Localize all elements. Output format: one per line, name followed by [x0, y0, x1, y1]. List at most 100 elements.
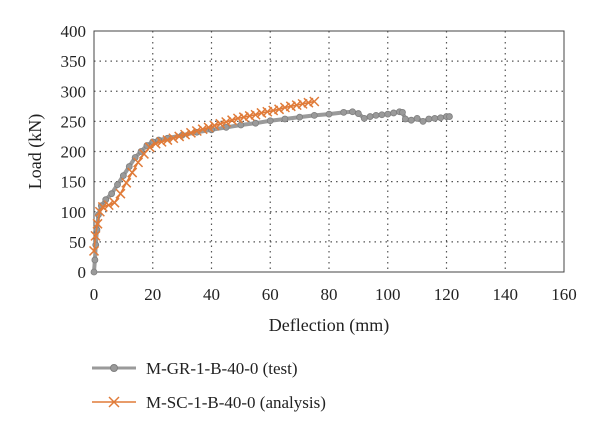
data-point-test-22: [252, 119, 259, 127]
data-point-analysis-35: [279, 102, 290, 113]
data-point-test-26: [310, 111, 318, 119]
grid: [94, 31, 564, 272]
x-marker-stroke: [88, 245, 100, 256]
x-marker-stroke: [268, 105, 279, 116]
data-point-analysis-10: [133, 157, 144, 168]
data-point-analysis-6: [109, 197, 120, 208]
x-marker-stroke: [238, 112, 249, 123]
data-point-test-39: [401, 115, 409, 123]
data-point-analysis-5: [103, 200, 114, 211]
data-point-analysis-15: [162, 135, 173, 146]
x-tick-label-60: 60: [262, 285, 279, 304]
x-marker-stroke: [274, 104, 285, 115]
x-marker-stroke: [197, 124, 208, 135]
data-point-test-29: [349, 108, 356, 116]
data-point-test-1: [91, 256, 99, 264]
data-point-analysis-4: [97, 201, 108, 212]
data-point-test-24: [281, 115, 289, 123]
data-point-analysis-26: [227, 115, 238, 126]
data-point-analysis-16: [168, 133, 179, 144]
data-point-analysis-31: [256, 107, 267, 118]
x-marker-stroke: [180, 129, 191, 140]
data-point-analysis-19: [185, 127, 196, 138]
data-point-test-28: [340, 108, 348, 116]
x-tick-label-0: 0: [90, 285, 99, 304]
y-tick-label-50: 50: [69, 233, 86, 252]
y-tick-label-350: 350: [61, 52, 87, 71]
data-point-test-25: [296, 113, 304, 121]
x-marker-stroke: [133, 157, 144, 168]
data-point-analysis-38: [297, 98, 308, 109]
data-point-test-23: [266, 117, 274, 125]
data-point-analysis-8: [121, 177, 132, 188]
x-marker-stroke: [262, 106, 273, 117]
x-marker-stroke: [209, 120, 220, 131]
data-point-test-44: [431, 114, 439, 122]
data-point-analysis-3: [94, 206, 105, 217]
x-marker-stroke: [232, 113, 243, 124]
x-marker-stroke: [150, 138, 161, 149]
x-marker-stroke: [303, 97, 314, 108]
x-marker-stroke: [256, 107, 267, 118]
x-marker-stroke: [297, 98, 308, 109]
x-marker-stroke: [121, 177, 132, 188]
x-marker-stroke: [156, 136, 167, 147]
x-marker-stroke: [221, 116, 232, 128]
plot-area-frame: [93, 30, 565, 273]
data-point-analysis-13: [150, 138, 161, 149]
x-marker-stroke: [185, 127, 196, 138]
data-point-test-0: [90, 268, 98, 276]
y-tick-label-250: 250: [61, 112, 87, 131]
data-point-analysis-18: [180, 129, 191, 140]
data-point-analysis-33: [268, 105, 279, 116]
data-point-analysis-24: [215, 118, 226, 129]
data-point-test-32: [366, 113, 374, 120]
data-point-test-8: [114, 181, 121, 189]
legend-swatch-test-marker: [110, 364, 118, 372]
data-point-test-11: [131, 154, 139, 161]
data-point-analysis-25: [221, 116, 232, 128]
y-tick-label-200: 200: [61, 143, 87, 162]
x-marker-stroke: [291, 100, 302, 111]
x-marker-stroke: [92, 218, 103, 229]
x-marker-stroke: [279, 102, 290, 113]
data-point-analysis-23: [209, 120, 220, 131]
y-tick-label-150: 150: [61, 173, 87, 192]
legend-x-marker: [108, 396, 120, 408]
x-marker-stroke: [250, 109, 261, 120]
x-tick-label-100: 100: [375, 285, 401, 304]
y-tick-label-100: 100: [61, 203, 87, 222]
data-point-test-7: [108, 190, 116, 198]
x-marker-stroke: [94, 206, 105, 217]
data-point-analysis-28: [238, 112, 249, 123]
data-point-test-47: [446, 113, 453, 120]
data-point-test-41: [413, 114, 421, 122]
y-tick-label-300: 300: [61, 82, 87, 101]
data-point-analysis-34: [274, 104, 285, 115]
x-tick-label-140: 140: [493, 285, 519, 304]
data-point-test-36: [390, 109, 398, 117]
x-marker-stroke: [109, 197, 120, 208]
data-point-analysis-9: [127, 167, 138, 178]
x-marker-stroke: [90, 230, 101, 241]
x-tick-label-120: 120: [434, 285, 460, 304]
data-point-analysis-27: [232, 113, 243, 124]
data-point-test-9: [119, 172, 127, 180]
data-point-analysis-14: [156, 136, 167, 147]
x-marker-stroke: [191, 125, 202, 137]
x-tick-label-160: 160: [551, 285, 577, 304]
series-line-test: [92, 109, 450, 273]
data-point-analysis-39: [303, 97, 314, 108]
data-point-analysis-20: [191, 125, 202, 137]
data-point-test-38: [399, 108, 406, 116]
legend: M-GR-1-B-40-0 (test) M-SC-1-B-40-0 (anal…: [92, 359, 326, 412]
y-tick-label-400: 400: [61, 22, 87, 41]
data-point-test-13: [143, 142, 151, 149]
data-point-test-42: [419, 117, 427, 125]
data-point-test-34: [378, 111, 386, 119]
x-tick-label-40: 40: [203, 285, 220, 304]
data-point-test-43: [425, 115, 433, 123]
data-point-test-35: [384, 110, 392, 118]
data-point-test-30: [354, 110, 362, 117]
